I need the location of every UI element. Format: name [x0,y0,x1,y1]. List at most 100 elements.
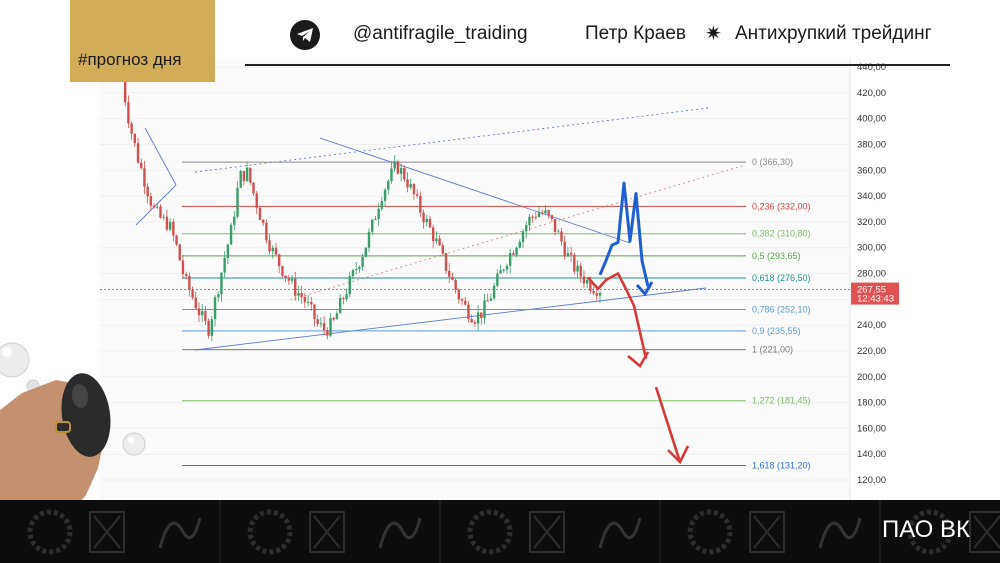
candle-body [184,274,188,277]
current-price-value: 267,55 [857,285,886,296]
candle-body [149,196,153,206]
laurel-wreath [467,509,513,555]
telegram-icon[interactable] [290,20,320,50]
candle-body [403,167,406,180]
candle-body [505,265,509,270]
scenario-down-path [587,272,648,359]
candle-body [492,285,496,299]
candle-body [371,219,374,232]
candle-body [354,269,358,271]
candle-body [194,297,197,309]
monogram-emblem [309,511,345,553]
candle-body [560,231,563,242]
fib-level-label: 0,236 (332,00) [752,201,811,211]
candle-body [287,277,291,281]
candle-body [412,184,416,195]
candle-body [566,253,570,257]
channel-handle[interactable]: @antifragile_traiding [353,23,528,44]
current-price-tag [851,282,899,305]
candle-body [322,323,326,331]
fib-level-label: 0,786 (252,10) [752,305,811,315]
monogram-emblem [749,511,785,553]
candle-body [358,266,361,270]
candle-body [390,168,393,182]
candle-body [133,133,137,144]
scenario-up-path [598,181,650,287]
candle-body [172,221,175,236]
fib-level-label: 0,9 (235,55) [752,326,801,336]
candle-body [124,80,127,103]
candle-body [130,123,133,134]
candle-body [329,317,332,336]
forecast-tag: #прогноз дня [70,0,215,82]
candle-body [435,238,438,242]
candle-body [528,216,531,226]
candle-body [553,219,557,232]
scenario-down-arrowhead [627,351,650,368]
candle-body [197,308,201,316]
candle-body [319,323,323,325]
candle-body [521,231,525,242]
candle-body [294,278,297,296]
candle-body [233,216,236,225]
candle-body [213,297,217,320]
candle-body [300,293,303,297]
candle-body [310,301,313,305]
candle-body [342,298,345,300]
candle-body [441,245,445,254]
candle-body [245,167,249,182]
candle-body [361,256,364,267]
candle-body [383,189,387,201]
candle-body [313,304,316,320]
candle-body [496,273,499,286]
candle-body [569,253,573,255]
candle-body [585,280,589,284]
candle-body [592,290,595,294]
fib-level-label: 0,382 (310,80) [752,229,811,239]
y-tick-label: 200,00 [857,372,886,383]
scenario-down-arrowhead [667,445,690,465]
y-tick-label: 220,00 [857,346,886,357]
candle-body [464,300,467,305]
candle-body [364,247,368,257]
candle-body [351,270,355,277]
candle-body [146,186,149,197]
candle-body [271,247,274,252]
candle-body [470,319,473,323]
fib-level-label: 1 (221,00) [752,345,793,355]
candle-body [425,219,428,223]
candle-body [467,304,470,320]
y-tick-label: 380,00 [857,139,886,150]
current-price-time: 12:43:43 [857,294,894,305]
candle-body [544,210,547,214]
candle-body [156,206,159,208]
trendline [319,137,631,244]
candle-body [512,253,515,255]
candle-body [454,279,457,290]
candle-body [303,296,307,303]
candle-body [534,216,538,218]
candle-body [226,244,230,259]
candle-body [409,184,412,188]
candle-body [175,235,178,245]
ticker-label: ПАО ВК [881,516,970,543]
candle-body [431,227,435,242]
y-tick-label: 360,00 [857,165,886,176]
candle-body [502,269,505,271]
candle-body [457,289,461,300]
candle-body [165,216,169,230]
candle-body [550,215,554,220]
candle-body [252,182,255,194]
monogram-letters [818,517,862,549]
monogram-emblem [973,515,1000,549]
monogram-letters [598,517,642,549]
candle-body [281,266,284,276]
candle-body [473,322,477,324]
y-tick-label: 320,00 [857,217,886,228]
y-tick-label: 280,00 [857,269,886,280]
candle-body [335,313,339,320]
channel-header: @antifragile_traiding Петр Краев ✷ Антих… [245,0,950,66]
candle-body [518,241,521,248]
candle-body [480,312,483,319]
